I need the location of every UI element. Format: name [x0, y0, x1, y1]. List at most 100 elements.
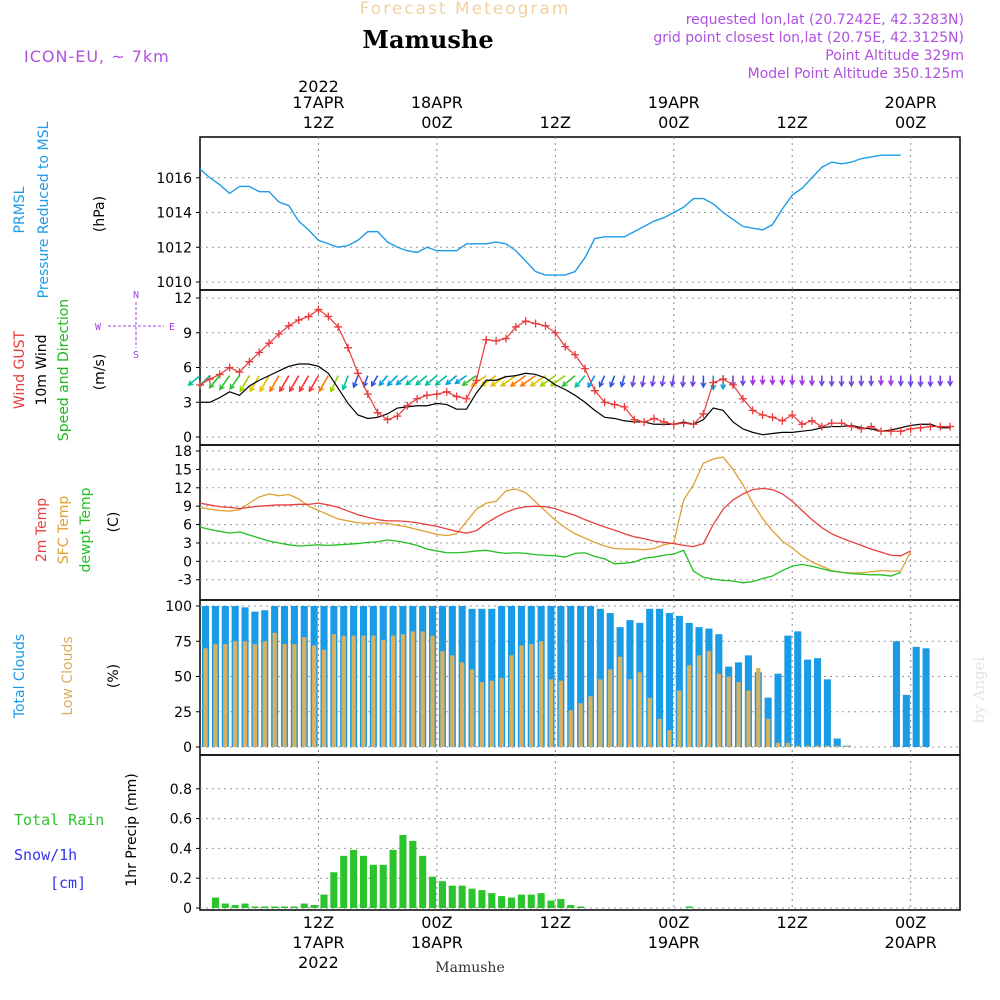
wind-arrow — [219, 375, 231, 390]
low-cloud-bar — [213, 644, 218, 747]
top-time-line3: 12Z — [303, 113, 334, 132]
wind-arrow-head — [799, 380, 806, 387]
gust-marker — [393, 412, 402, 421]
wind-arrow-head — [239, 386, 245, 393]
rain-bar — [517, 894, 525, 908]
low-cloud-bar — [242, 641, 248, 747]
total-cloud-bar — [547, 606, 555, 747]
low-cloud-label: Low Clouds — [60, 636, 76, 715]
wind-line — [200, 363, 951, 436]
wind-arrow-head — [808, 380, 815, 387]
gust-marker — [926, 422, 935, 431]
gust-marker — [778, 416, 787, 425]
wind-arrow-head — [649, 381, 656, 388]
top-time-line2: 19APR — [648, 93, 700, 112]
rain-bar — [567, 905, 575, 908]
total-cloud-bar — [557, 606, 565, 747]
total-cloud-bar — [784, 635, 792, 747]
low-cloud-bar — [598, 679, 603, 747]
total-cloud-bar — [577, 606, 585, 747]
gust-marker — [650, 414, 659, 423]
rain-bar — [478, 890, 486, 908]
gust-marker — [432, 390, 441, 399]
gust-marker — [235, 368, 244, 377]
gust-marker — [225, 363, 234, 372]
gust-marker — [768, 413, 777, 422]
gust-marker — [284, 321, 293, 330]
gust-marker — [413, 394, 422, 403]
rain-bar — [448, 885, 456, 908]
wind-arrow — [396, 374, 408, 386]
wind-arrow-head — [318, 386, 324, 393]
wind-arrow — [363, 375, 369, 387]
total-cloud-bar — [665, 613, 674, 747]
wind-arrow — [188, 374, 201, 386]
low-cloud-bar — [351, 635, 356, 747]
low-cloud-bar — [440, 651, 445, 747]
low-cloud-bar — [361, 635, 366, 747]
low-cloud-bar — [489, 680, 494, 747]
gust-marker — [521, 317, 530, 326]
low-cloud-bar — [558, 680, 564, 747]
bottom-time-line2: 20APR — [885, 933, 937, 952]
wind-arrow-head — [445, 379, 452, 386]
y-tick-label: 12 — [174, 291, 192, 307]
wind-arrow-head — [386, 380, 393, 387]
gust-line — [199, 308, 951, 432]
wind-arrow-head — [454, 378, 461, 385]
total-cloud-bar — [833, 738, 841, 747]
wind-arrow — [405, 374, 418, 386]
bottom-time-line1: 12Z — [540, 913, 571, 932]
rain-bar — [488, 893, 496, 908]
wind-arrow — [208, 375, 221, 389]
rain-bar — [537, 893, 545, 908]
wind-arrow — [562, 374, 576, 387]
panel-4: 0 0.2 0.4 0.6 0.8 — [170, 754, 961, 917]
gust-marker — [571, 350, 580, 359]
rain-bar — [458, 885, 466, 908]
pressure-line — [199, 154, 901, 276]
wind-arrow-head — [490, 381, 497, 387]
compass-icon: N S W E — [95, 290, 175, 361]
wind-arrow-head — [848, 381, 855, 388]
gust-marker — [294, 316, 303, 325]
rain-bar — [271, 906, 279, 908]
wind-arrow — [661, 375, 665, 387]
low-cloud-bar — [815, 745, 820, 747]
snow-unit: [cm] — [50, 874, 86, 892]
rain-bar — [527, 894, 535, 908]
gust-marker — [906, 424, 915, 433]
rain-bar — [231, 905, 239, 908]
y-tick-label: 18 — [174, 444, 192, 460]
gust-marker — [304, 312, 313, 321]
temp-2m-line — [199, 487, 911, 557]
wind-arrow — [378, 375, 389, 386]
wind-arrow — [229, 375, 241, 390]
total-cloud-bar — [646, 608, 654, 747]
total-cloud-bar — [656, 608, 664, 747]
low-cloud-bar — [262, 641, 267, 747]
bottom-time-line1: 00Z — [658, 913, 689, 932]
wind-arrow-head — [619, 381, 626, 388]
snow-label: Snow/1h — [14, 846, 77, 864]
low-cloud-bar — [775, 742, 781, 747]
wind-arrow — [462, 374, 477, 386]
low-cloud-bar — [627, 679, 633, 747]
total-cloud-bar — [892, 641, 901, 747]
wind-arrow — [387, 375, 398, 386]
gust-marker — [274, 329, 283, 338]
bottom-time-label: 12Z — [540, 913, 571, 932]
gust-marker — [640, 417, 649, 426]
precip-labels: Total Rain Snow/1h [cm] 1hr Precip (mm) — [14, 773, 140, 892]
wind-arrow-head — [639, 381, 646, 388]
total-cloud-label: Total Clouds — [12, 634, 28, 719]
rain-bar — [280, 906, 289, 908]
wind-arrow-head — [630, 381, 637, 388]
wind-arrow-head — [308, 386, 315, 393]
wind-arrow-head — [917, 381, 924, 388]
y-tick-label: 0 — [183, 901, 192, 917]
low-cloud-bar — [677, 690, 682, 747]
wind-arrow-head — [878, 380, 885, 387]
total-cloud-bar — [774, 673, 782, 747]
top-time-line2: 18APR — [411, 93, 463, 112]
